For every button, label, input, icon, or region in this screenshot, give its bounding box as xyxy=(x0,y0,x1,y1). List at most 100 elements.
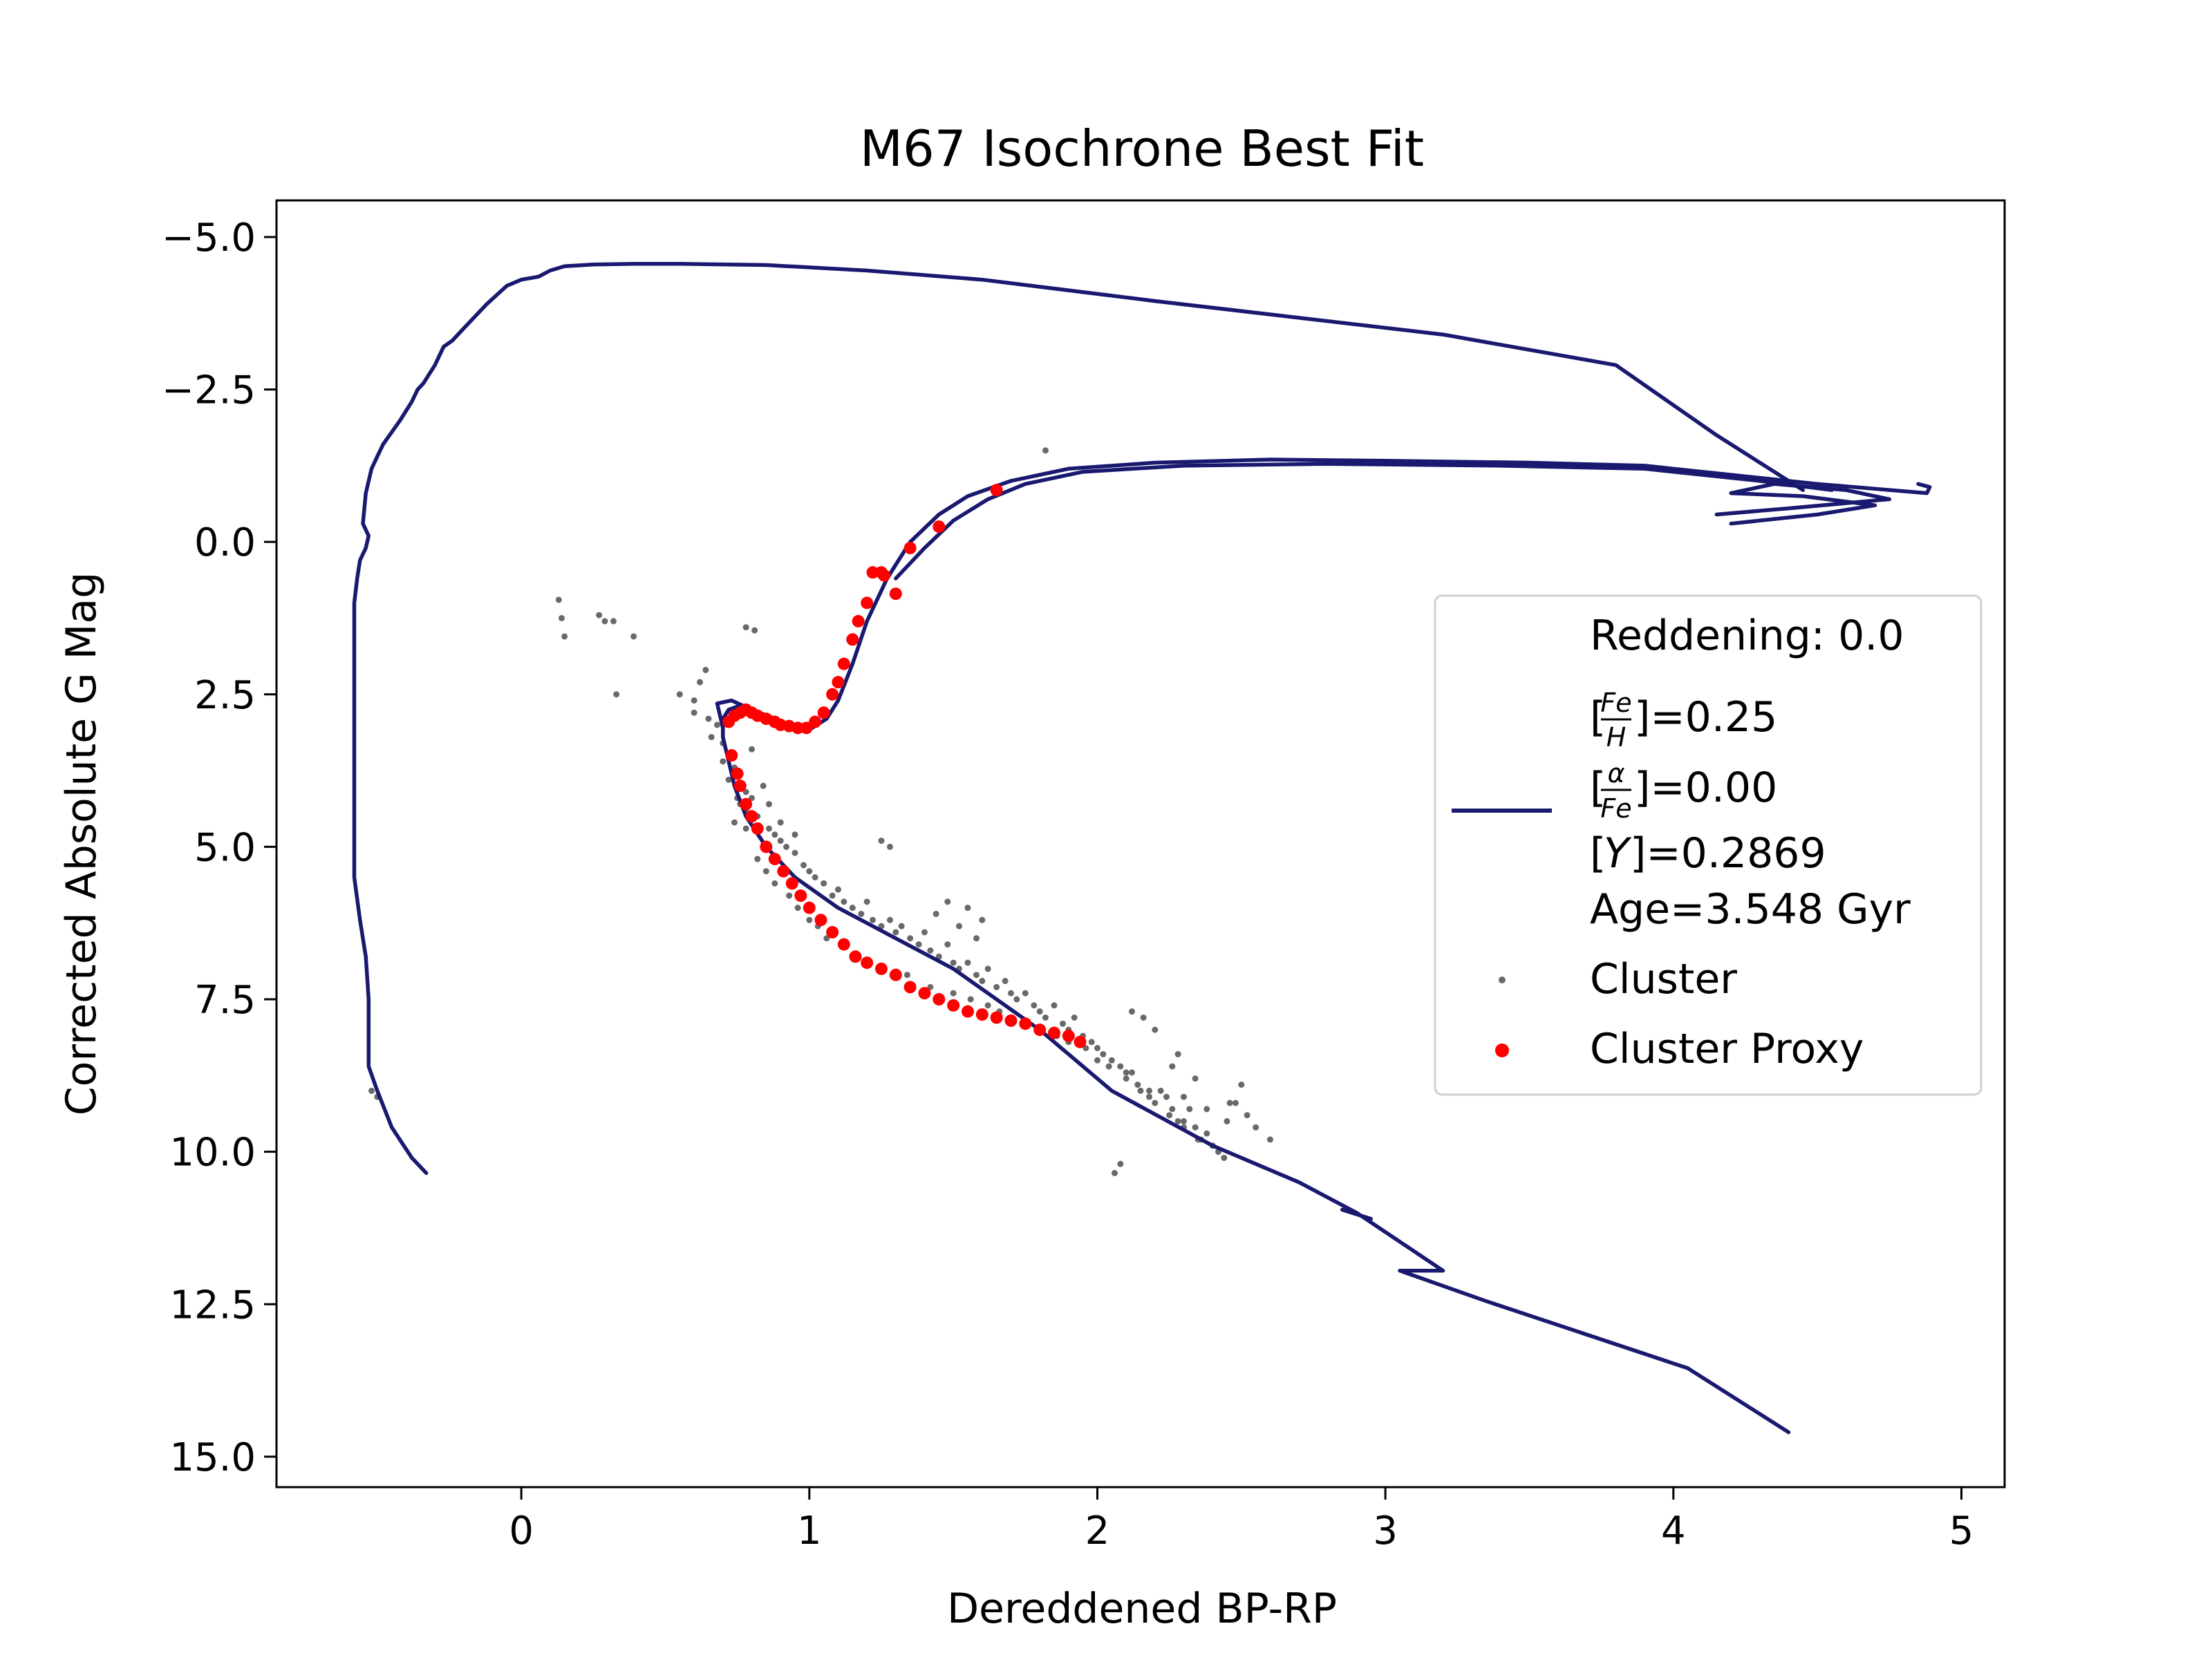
cluster-point xyxy=(979,978,986,985)
cluster-point xyxy=(812,874,818,881)
cluster-point xyxy=(1203,1106,1210,1113)
proxy-point xyxy=(768,853,781,866)
legend-y-value: ]=0.2869 xyxy=(1630,829,1826,878)
cluster-point xyxy=(786,892,793,899)
cluster-point xyxy=(555,596,562,603)
cluster-point xyxy=(1112,1170,1118,1177)
cluster-point xyxy=(935,953,942,960)
proxy-point xyxy=(1048,1026,1060,1039)
cluster-point xyxy=(1008,990,1014,997)
cluster-point xyxy=(927,947,934,954)
cluster-point xyxy=(1129,1008,1135,1015)
cluster-point xyxy=(771,880,778,887)
cluster-point xyxy=(725,776,732,783)
cluster-point xyxy=(984,965,991,972)
cluster-point xyxy=(561,633,568,640)
cluster-point xyxy=(973,972,980,979)
cluster-point xyxy=(878,838,885,844)
proxy-point xyxy=(800,721,813,735)
cluster-point xyxy=(1232,1099,1239,1106)
cluster-point xyxy=(742,624,749,631)
y-tick-label: 7.5 xyxy=(194,978,256,1023)
y-tick-label: −2.5 xyxy=(162,368,256,413)
cluster-point xyxy=(751,627,758,634)
cluster-point xyxy=(1186,1106,1193,1113)
x-axis-label: Dereddened BP-RP xyxy=(947,1585,1337,1633)
proxy-point xyxy=(990,484,1003,497)
cluster-point xyxy=(964,905,971,912)
proxy-point xyxy=(803,901,816,914)
cluster-point xyxy=(907,935,914,942)
y-tick-label: 2.5 xyxy=(194,673,256,718)
x-tick-label: 3 xyxy=(1373,1509,1398,1554)
cluster-point xyxy=(1146,1087,1152,1094)
cluster-point xyxy=(760,782,767,789)
proxy-point xyxy=(932,993,946,1006)
proxy-point xyxy=(837,938,850,951)
cluster-point xyxy=(610,618,617,625)
cluster-point xyxy=(1267,1136,1273,1143)
legend-cluster-swatch xyxy=(1499,976,1506,983)
cluster-point xyxy=(921,929,928,936)
isochrone-segment-bottom-kink xyxy=(1340,1207,1374,1221)
cluster-point xyxy=(708,734,715,741)
cluster-point xyxy=(794,905,801,912)
proxy-point xyxy=(794,889,807,903)
cluster-point xyxy=(858,910,865,917)
cluster-point xyxy=(1169,1106,1176,1113)
cluster-point xyxy=(806,916,813,923)
cluster-point xyxy=(1100,1050,1107,1057)
cluster-point xyxy=(1152,1099,1159,1106)
cluster-point xyxy=(979,916,986,923)
legend-cluster-label: Cluster xyxy=(1590,955,1737,1003)
cluster-point xyxy=(870,916,876,923)
cluster-point xyxy=(1002,978,1009,985)
y-tick-label: −5.0 xyxy=(162,216,256,261)
cluster-point xyxy=(1181,1093,1187,1100)
cluster-point xyxy=(892,929,899,936)
proxy-point xyxy=(832,676,845,689)
proxy-point xyxy=(1062,1029,1075,1042)
cluster-point xyxy=(1036,1008,1043,1015)
legend-header: Reddening: 0.0 xyxy=(1590,612,1904,660)
cluster-point xyxy=(932,910,939,917)
cluster-point xyxy=(849,905,856,912)
proxy-point xyxy=(889,968,902,981)
cluster-point xyxy=(1051,1002,1058,1009)
cluster-point xyxy=(691,709,697,716)
proxy-point xyxy=(889,587,902,601)
cluster-point xyxy=(1105,1063,1112,1070)
cluster-point xyxy=(878,923,885,929)
cluster-point xyxy=(1224,1118,1230,1125)
cluster-point xyxy=(944,898,951,905)
cluster-point xyxy=(915,941,922,948)
y-tick-label: 0.0 xyxy=(194,520,256,565)
cluster-point xyxy=(1181,1118,1187,1125)
y-axis-ticks: −5.0 −2.5 0.0 2.5 5.0 7.5 10.0 12.5 15.0 xyxy=(162,216,276,1480)
proxy-point xyxy=(785,877,798,890)
cluster-point xyxy=(887,843,893,850)
cluster-point xyxy=(1031,1002,1038,1009)
proxy-point xyxy=(866,566,879,579)
cluster-point xyxy=(1129,1069,1135,1076)
legend-alpha-denominator: Fe xyxy=(1600,793,1631,824)
cluster-point xyxy=(762,868,769,875)
cluster-point xyxy=(791,849,798,856)
cluster-point xyxy=(691,697,697,704)
proxy-point xyxy=(731,767,744,780)
cluster-point xyxy=(731,819,738,826)
cluster-point xyxy=(984,1002,991,1009)
cluster-point xyxy=(1117,1160,1124,1167)
legend: Reddening: 0.0 [ Fe H ]=0.25 [ α Fe ]=0.… xyxy=(1434,594,1983,1096)
legend-box xyxy=(1434,594,1983,1096)
cluster-point xyxy=(835,886,841,893)
cluster-point xyxy=(1108,1057,1115,1064)
proxy-point xyxy=(740,797,753,811)
proxy-point xyxy=(849,950,862,963)
cluster-point xyxy=(1140,1014,1147,1021)
cluster-point xyxy=(1123,1075,1130,1082)
cluster-point xyxy=(596,612,603,618)
y-tick-label: 10.0 xyxy=(169,1131,256,1175)
cluster-point xyxy=(1157,1087,1164,1094)
cluster-point xyxy=(1226,1099,1233,1106)
